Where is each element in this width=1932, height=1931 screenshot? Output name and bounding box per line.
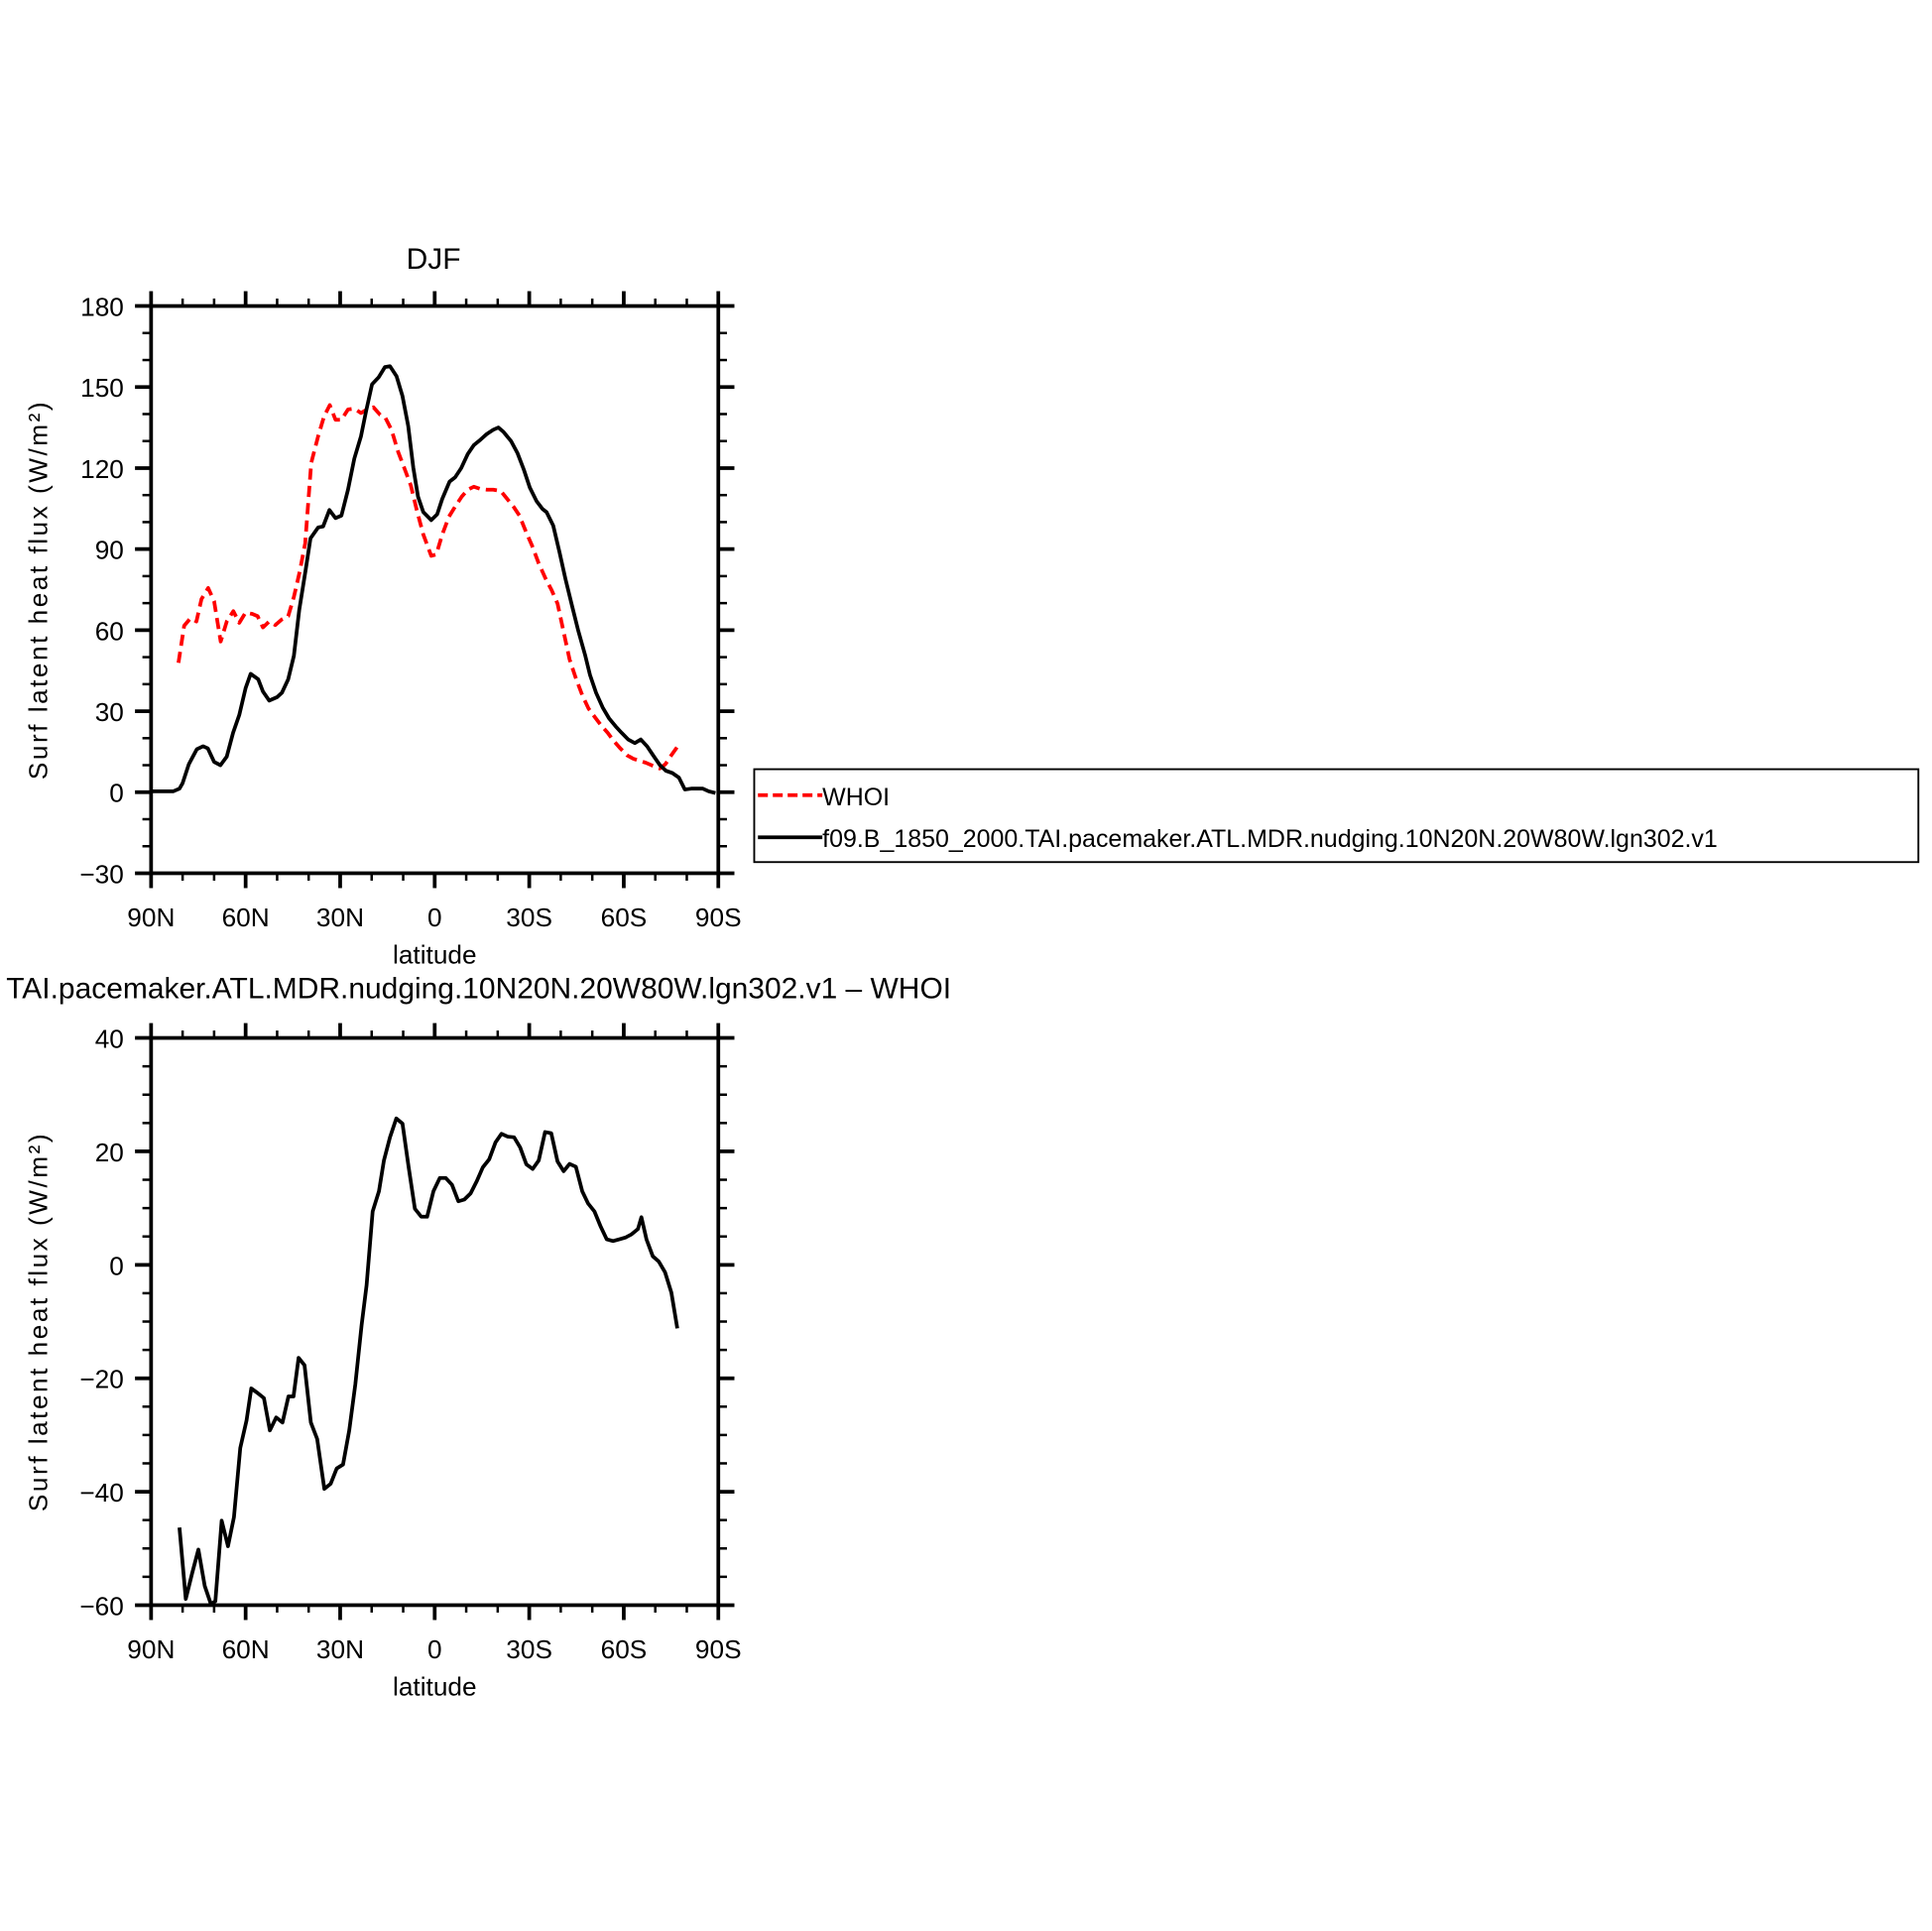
- x-tick-label: 30S: [506, 1634, 552, 1664]
- y-tick-label: 90: [95, 536, 124, 565]
- legend: WHOI f09.B_1850_2000.TAI.pacemaker.ATL.M…: [753, 768, 1920, 864]
- x-tick-label: 30N: [316, 903, 364, 932]
- x-tick-label: 90S: [695, 903, 742, 932]
- chart-title: DJF: [407, 243, 461, 276]
- plot-frame: [149, 1035, 721, 1608]
- bottom-panel-difference: TAI.pacemaker.ATL.MDR.nudging.10N20N.20W…: [6, 973, 951, 1702]
- y-tick-label: 0: [109, 779, 124, 808]
- y-tick-label: 180: [80, 293, 124, 322]
- plot-frame: [149, 303, 721, 876]
- series-line-model: [152, 364, 716, 795]
- legend-label-model: f09.B_1850_2000.TAI.pacemaker.ATL.MDR.nu…: [822, 825, 1718, 853]
- y-axis-label: Surf latent heat flux (W/m²): [23, 1132, 53, 1511]
- x-tick-label: 90N: [127, 1634, 175, 1664]
- y-tick-label: 0: [109, 1251, 124, 1280]
- y-tick-label: 60: [95, 616, 124, 646]
- y-tick-label: −60: [79, 1591, 123, 1621]
- x-tick-label: 30N: [316, 1634, 364, 1664]
- y-axis-label: Surf latent heat flux (W/m²): [23, 400, 53, 780]
- y-tick-label: 30: [95, 697, 124, 727]
- top-panel-djf: DJF 90N 60N 30N 0 30S 60S 90S −30 0 30 60 90 120 150 18…: [23, 243, 741, 970]
- y-tick-label: 20: [95, 1138, 124, 1167]
- x-tick-label: 60S: [601, 903, 648, 932]
- x-tick-label: 0: [427, 903, 442, 932]
- legend-box: [753, 768, 1920, 864]
- x-tick-label: 0: [427, 1634, 442, 1664]
- chart-title: TAI.pacemaker.ATL.MDR.nudging.10N20N.20W…: [6, 973, 951, 1006]
- y-tick-label: 120: [80, 454, 124, 484]
- x-axis-label: latitude: [393, 1672, 477, 1702]
- x-tick-label: 60N: [222, 1634, 270, 1664]
- series-line-difference: [178, 1116, 679, 1607]
- y-tick-label: −40: [79, 1478, 123, 1508]
- x-tick-label: 60N: [222, 903, 270, 932]
- legend-label-whoi: WHOI: [822, 784, 890, 811]
- y-tick-label: 40: [95, 1025, 124, 1054]
- y-tick-label: −30: [79, 859, 123, 889]
- series-line-whoi: [177, 403, 680, 771]
- x-tick-label: 90S: [695, 1634, 742, 1664]
- x-tick-label: 60S: [601, 1634, 648, 1664]
- x-axis-label: latitude: [393, 940, 477, 970]
- x-tick-label: 90N: [127, 903, 175, 932]
- y-tick-label: 150: [80, 373, 124, 403]
- x-tick-label: 30S: [506, 903, 552, 932]
- y-tick-label: −20: [79, 1365, 123, 1394]
